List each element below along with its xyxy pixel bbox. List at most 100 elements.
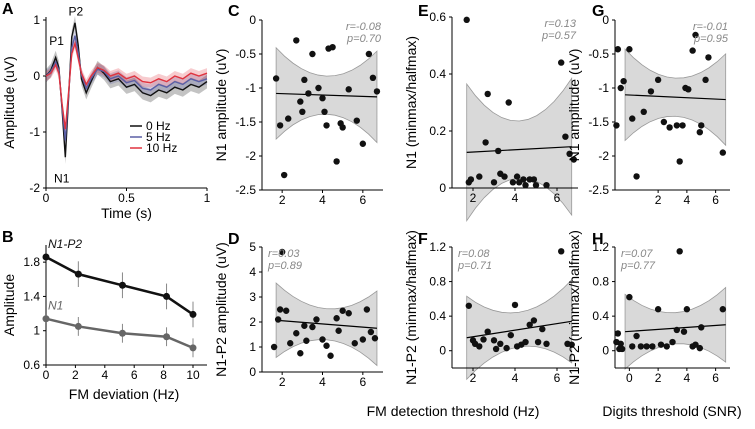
panel-c-data-point	[293, 37, 300, 44]
panel-c-data-point	[369, 74, 377, 82]
panel-h-data-point	[669, 338, 676, 346]
panel-g-ytick-label: -1.5	[588, 115, 609, 129]
panel-d-stat-p: p=0.89	[267, 260, 302, 272]
panel-e-data-point	[562, 133, 569, 140]
panel-b-xtick-label: 2	[72, 368, 79, 382]
panel-c-ytick-label: -1.5	[235, 115, 256, 129]
panel-b-point	[189, 310, 197, 318]
panel-g-data-point	[676, 158, 683, 165]
panel-g-ytick-label: 0	[602, 13, 609, 27]
panel-c-ytick-label: 0	[249, 13, 256, 27]
panel-h-data-point	[633, 332, 640, 340]
panel-g-ytick-label: -0.5	[588, 47, 609, 61]
panel-g-ytick-label: -2.5	[588, 183, 609, 197]
panel-e-data-point	[484, 90, 491, 98]
panel-f-fit-line	[466, 320, 572, 339]
panel-e-data-point	[543, 181, 550, 189]
panel-c-data-point	[323, 122, 330, 129]
panel-e-data-point	[566, 150, 573, 157]
panel-c-data-point	[272, 75, 280, 82]
panel-g-data-point	[666, 124, 673, 131]
panel-e-stat-p: p=0.57	[541, 30, 577, 42]
panel-b-xtick-label: 10	[186, 368, 200, 382]
panel-e-data-point	[520, 176, 527, 183]
panel-h-xtick-label: 6	[712, 371, 719, 385]
panel-e-xtick-label: 2	[470, 191, 477, 205]
panel-a-band-0	[46, 16, 207, 164]
panel-g-xtick-label: 6	[712, 193, 719, 207]
panel-a-legend-label: 10 Hz	[146, 141, 177, 155]
panel-h-ytick-label: 0.4	[592, 309, 609, 323]
panel-e-xtick-label: 4	[512, 191, 519, 205]
panel-c-data-point	[297, 98, 304, 105]
panel-g-stat-p: p=0.95	[693, 33, 729, 45]
panel-h-data-point	[637, 343, 645, 350]
panel-f-xtick-label: 2	[470, 371, 477, 385]
panel-f-data-point	[503, 344, 510, 352]
panel-g-data-point	[705, 54, 712, 61]
panel-label-G: G	[592, 3, 604, 20]
panel-e-data-point	[476, 173, 483, 180]
panel-a-annotation-p2: P2	[69, 5, 84, 19]
panel-c-data-point	[319, 95, 326, 102]
panel-h-data-point	[698, 324, 705, 331]
panel-e-fit-line	[466, 146, 572, 153]
panel-b-xtick-label: 8	[160, 368, 167, 382]
panel-e-data-point	[463, 16, 470, 24]
panel-h-data-point	[643, 343, 650, 350]
panel-c-data-point	[359, 140, 367, 147]
panel-c-ytick-label: -1	[245, 81, 256, 95]
panel-d-ylabel: N1-P2 amplitude (uV)	[213, 242, 229, 377]
panel-a-xtick-label: 0.5	[118, 191, 135, 205]
panel-e-data-point	[505, 99, 512, 106]
panel-e-data-point	[558, 59, 565, 66]
panel-b-point	[74, 322, 82, 330]
panel-e-data-point	[532, 181, 540, 189]
panel-h-data-point	[614, 330, 622, 337]
panel-label-F: F	[418, 231, 428, 248]
panel-h-xtick-label: 4	[684, 371, 691, 385]
panel-g-data-point	[673, 122, 681, 129]
panel-b-xtick-label: 0	[43, 368, 50, 382]
panel-g-data-point	[696, 129, 704, 136]
panel-d-data-point	[301, 322, 308, 329]
panel-a-ytick-label: 0	[33, 69, 40, 83]
panel-c-stat-r: r=-0.08	[346, 21, 382, 33]
panel-f-data-point	[526, 321, 533, 328]
panel-d-fit-line	[276, 319, 377, 329]
panel-b-point	[118, 281, 126, 289]
panel-h-data-point	[676, 248, 683, 255]
panel-label-E: E	[418, 3, 429, 20]
panel-f-data-point	[492, 345, 500, 353]
panel-e-data-point	[490, 179, 498, 186]
panel-c-fit-line	[276, 92, 377, 98]
panel-d-data-point	[333, 315, 340, 322]
panel-h-xtick-label: 2	[655, 371, 662, 385]
panel-d-data-point	[287, 340, 294, 347]
panel-e-ytick-label: 0.4	[429, 67, 446, 81]
panel-e-data-point	[570, 156, 577, 163]
panel-g-data-point	[685, 86, 692, 93]
panel-g-data-point	[617, 84, 624, 92]
panel-b-point	[163, 292, 171, 300]
panel-c-data-point	[321, 108, 328, 116]
panel-b-ytick-label: 0.6	[23, 358, 40, 372]
panel-g-data-point	[702, 76, 709, 84]
panel-b-series-label-1: N1	[48, 299, 63, 313]
panel-label-A: A	[2, 1, 14, 18]
panel-label-B: B	[2, 229, 14, 246]
panel-g-data-point	[626, 46, 633, 53]
panel-h-stat-p: p=0.77	[620, 260, 656, 272]
panel-d-data-point	[351, 340, 358, 347]
panel-b-point	[42, 253, 50, 261]
panel-f-data-point	[511, 301, 519, 309]
panel-h-data-point	[626, 293, 633, 301]
panel-d-data-point	[274, 316, 282, 323]
panel-c-xtick-label: 2	[279, 193, 286, 207]
panel-g-data-point	[698, 122, 705, 129]
panel-f-data-point	[484, 328, 491, 335]
panel-f-data-point	[476, 343, 483, 350]
panel-d-xtick-label: 6	[359, 375, 366, 389]
panel-b-ytick-label: 1	[33, 324, 40, 338]
